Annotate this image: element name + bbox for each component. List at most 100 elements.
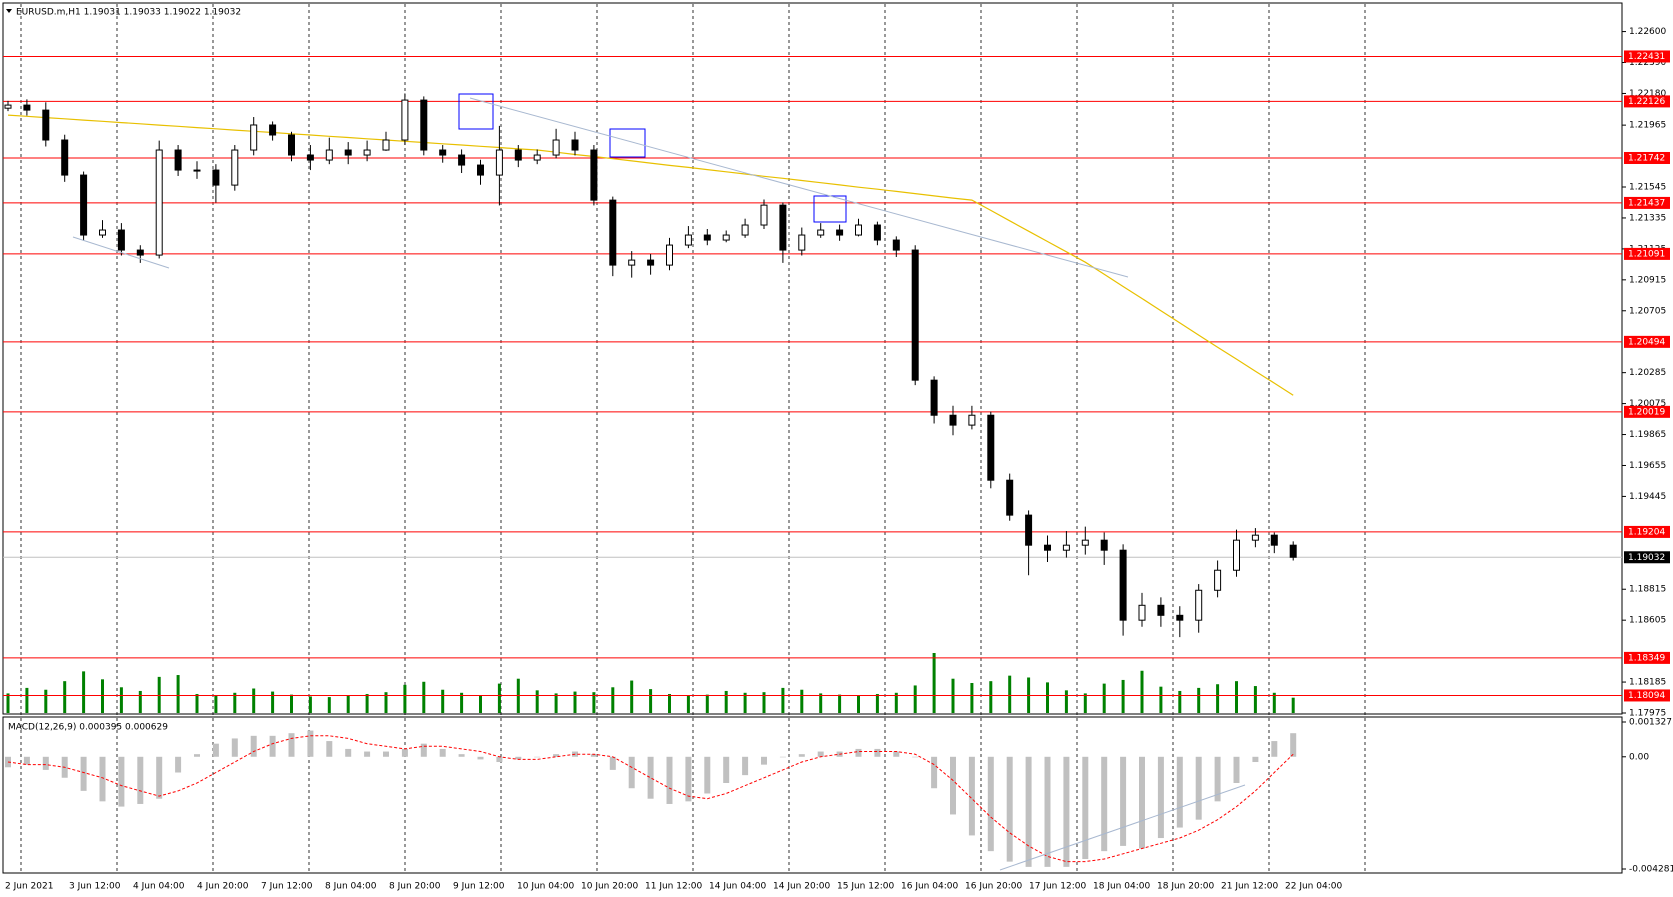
macd-bar — [1006, 756, 1013, 862]
macd-bar — [553, 754, 560, 757]
volume-bar — [479, 695, 482, 713]
macd-bar — [194, 754, 200, 757]
macd-bar — [212, 743, 219, 757]
volume-bar — [800, 689, 804, 713]
volume-bar — [460, 692, 464, 713]
volume-bar — [781, 687, 785, 713]
candle-body — [1157, 604, 1165, 616]
macd-bar — [42, 756, 49, 770]
macd-bar — [874, 748, 881, 757]
volume-bar — [1046, 682, 1049, 713]
y-tick-label: 1.18815 — [1629, 585, 1666, 595]
macd-bar — [99, 756, 106, 802]
volume-bar — [384, 692, 388, 713]
macd-bar — [950, 756, 956, 815]
level-label-box — [1624, 525, 1670, 538]
volume-bar — [271, 691, 275, 713]
level-label: 1.20019 — [1628, 407, 1665, 417]
x-tick-label: 16 Jun 20:00 — [965, 882, 1022, 892]
macd-bar — [1025, 756, 1032, 867]
macd-bar — [156, 756, 163, 799]
volume-bar — [176, 675, 180, 713]
level-label: 1.20494 — [1628, 337, 1665, 347]
macd-bar — [987, 756, 994, 852]
macd-bar — [723, 756, 730, 783]
candle-body — [741, 224, 749, 236]
candle-body — [250, 124, 258, 151]
macd-bar — [779, 756, 786, 758]
macd-bar — [742, 756, 749, 776]
x-tick-label: 16 Jun 04:00 — [901, 882, 958, 892]
macd-bar — [1195, 756, 1202, 820]
candle-body — [155, 149, 163, 256]
volume-bar — [101, 679, 104, 713]
macd-y-tick-label: -0.004281 — [1629, 865, 1673, 875]
volume-bar — [1235, 681, 1238, 713]
candle-body — [117, 229, 125, 251]
x-tick-label: 8 Jun 04:00 — [325, 882, 377, 892]
candle-body — [420, 99, 428, 151]
macd-bar — [383, 751, 389, 757]
level-label: 1.21437 — [1628, 198, 1665, 208]
macd-bar — [23, 756, 30, 765]
macd-bar — [685, 756, 692, 802]
macd-signal — [7, 735, 1294, 863]
macd-bar — [1252, 756, 1259, 763]
volume-bar — [705, 694, 709, 713]
macd-y-tick-label: 0.001327 — [1629, 718, 1672, 728]
volume-bar — [1121, 679, 1125, 713]
volume-bar — [119, 687, 123, 713]
volume-bar — [894, 692, 898, 713]
macd-bar — [628, 756, 635, 789]
candle-body — [1100, 539, 1108, 551]
y-tick-label: 1.21335 — [1629, 213, 1666, 223]
x-tick-label: 22 Jun 04:00 — [1285, 882, 1342, 892]
volume-bar — [290, 694, 293, 713]
volume-bar — [157, 676, 161, 713]
current-price-box — [1624, 551, 1670, 564]
volume-bar — [592, 692, 596, 713]
candle-body — [855, 224, 862, 236]
candle-body — [987, 414, 995, 481]
macd-bar — [118, 756, 125, 807]
candle-body — [1233, 539, 1240, 571]
candle-body — [836, 229, 844, 236]
candle-body — [363, 149, 371, 156]
candle-body — [325, 149, 333, 161]
volume-bar — [1140, 670, 1144, 713]
macd-bar — [534, 756, 541, 758]
volume-bar — [138, 690, 142, 713]
volume-bar — [970, 683, 974, 713]
macd-bar — [175, 756, 182, 773]
macd-bar — [1214, 756, 1221, 802]
candle-body — [4, 104, 12, 109]
x-tick-label: 14 Jun 04:00 — [709, 882, 766, 892]
candle-body — [798, 234, 806, 251]
macd-bar — [137, 756, 144, 804]
volume-bar — [1272, 692, 1276, 713]
volume-bar — [422, 681, 426, 713]
candle-body — [61, 139, 69, 176]
volume-bar — [554, 693, 558, 713]
y-tick-label: 1.21545 — [1629, 183, 1666, 193]
x-tick-label: 10 Jun 04:00 — [517, 882, 574, 892]
menu-arrow[interactable] — [6, 9, 12, 13]
volume-bar — [63, 681, 67, 713]
candle-body — [684, 234, 692, 246]
trend-line — [72, 236, 170, 269]
macd-bar — [1176, 756, 1183, 828]
macd-bar — [1082, 756, 1089, 860]
level-label-box — [1624, 151, 1670, 164]
volume-bar — [1253, 686, 1257, 713]
level-label-box — [1624, 335, 1670, 348]
x-tick-label: 8 Jun 20:00 — [389, 882, 441, 892]
macd-bar — [1044, 756, 1051, 867]
y-tick-label: 1.18605 — [1629, 616, 1666, 626]
x-tick-label: 11 Jun 12:00 — [645, 882, 702, 892]
candle-body — [306, 154, 314, 161]
volume-bar — [1291, 697, 1295, 713]
candle-body — [873, 224, 881, 241]
x-tick-label: 7 Jun 12:00 — [261, 882, 313, 892]
candle-body — [703, 234, 711, 241]
x-tick-label: 9 Jun 12:00 — [453, 882, 505, 892]
